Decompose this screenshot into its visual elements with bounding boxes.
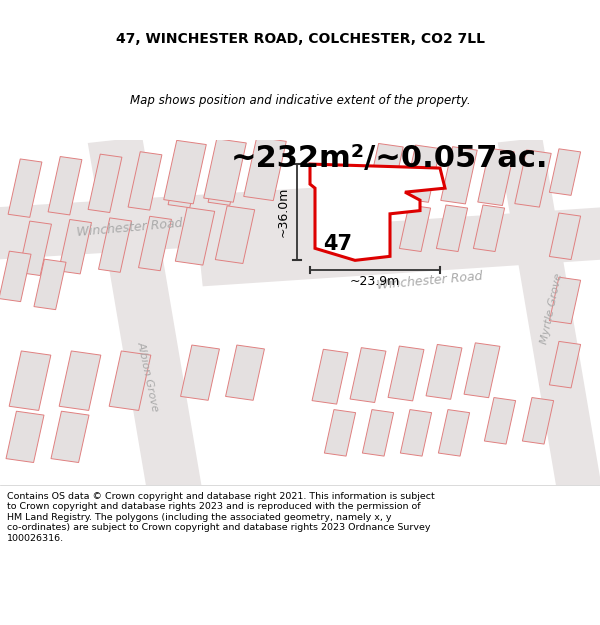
Text: Myrtle Grove: Myrtle Grove xyxy=(539,272,565,345)
Polygon shape xyxy=(325,409,356,456)
Polygon shape xyxy=(484,398,515,444)
Polygon shape xyxy=(168,149,202,208)
Polygon shape xyxy=(34,259,66,309)
Polygon shape xyxy=(109,351,151,411)
Polygon shape xyxy=(59,219,91,274)
Polygon shape xyxy=(175,208,215,265)
Polygon shape xyxy=(226,345,265,400)
Polygon shape xyxy=(48,156,82,215)
Polygon shape xyxy=(197,202,600,286)
Polygon shape xyxy=(350,348,386,403)
Polygon shape xyxy=(550,341,581,388)
Polygon shape xyxy=(400,205,431,251)
Polygon shape xyxy=(310,164,445,261)
Polygon shape xyxy=(478,148,514,206)
Polygon shape xyxy=(441,147,477,204)
Polygon shape xyxy=(244,137,286,201)
Polygon shape xyxy=(88,137,202,496)
Text: Winchester Road: Winchester Road xyxy=(77,217,184,239)
Polygon shape xyxy=(550,278,581,324)
Polygon shape xyxy=(312,349,348,404)
Polygon shape xyxy=(9,351,51,411)
Polygon shape xyxy=(362,409,394,456)
Polygon shape xyxy=(8,159,42,218)
Polygon shape xyxy=(139,216,172,271)
Polygon shape xyxy=(404,145,440,202)
Text: ~232m²/~0.057ac.: ~232m²/~0.057ac. xyxy=(231,144,549,173)
Polygon shape xyxy=(439,409,470,456)
Polygon shape xyxy=(523,398,554,444)
Polygon shape xyxy=(0,186,343,262)
Polygon shape xyxy=(367,144,403,201)
Polygon shape xyxy=(388,346,424,401)
Polygon shape xyxy=(464,343,500,398)
Polygon shape xyxy=(0,251,31,302)
Text: Map shows position and indicative extent of the property.: Map shows position and indicative extent… xyxy=(130,94,470,108)
Polygon shape xyxy=(181,345,220,400)
Polygon shape xyxy=(515,150,551,207)
Polygon shape xyxy=(6,411,44,462)
Polygon shape xyxy=(128,152,162,210)
Polygon shape xyxy=(204,139,246,202)
Polygon shape xyxy=(400,409,431,456)
Polygon shape xyxy=(436,205,467,251)
Polygon shape xyxy=(215,206,254,264)
Text: 47, WINCHESTER ROAD, COLCHESTER, CO2 7LL: 47, WINCHESTER ROAD, COLCHESTER, CO2 7LL xyxy=(115,32,485,46)
Text: Contains OS data © Crown copyright and database right 2021. This information is : Contains OS data © Crown copyright and d… xyxy=(7,492,435,542)
Polygon shape xyxy=(51,411,89,462)
Text: ~23.9m: ~23.9m xyxy=(350,275,400,288)
Polygon shape xyxy=(164,141,206,204)
Polygon shape xyxy=(550,149,581,196)
Text: 47: 47 xyxy=(323,234,353,254)
Polygon shape xyxy=(98,218,131,272)
Text: ~36.0m: ~36.0m xyxy=(277,187,290,238)
Polygon shape xyxy=(498,138,600,496)
Text: Winchester Road: Winchester Road xyxy=(377,269,484,291)
Polygon shape xyxy=(426,344,462,399)
Polygon shape xyxy=(550,213,581,259)
Polygon shape xyxy=(473,205,505,251)
Text: Albion Grove: Albion Grove xyxy=(136,341,160,413)
Polygon shape xyxy=(19,221,52,276)
Polygon shape xyxy=(88,154,122,212)
Polygon shape xyxy=(208,147,242,205)
Polygon shape xyxy=(59,351,101,411)
